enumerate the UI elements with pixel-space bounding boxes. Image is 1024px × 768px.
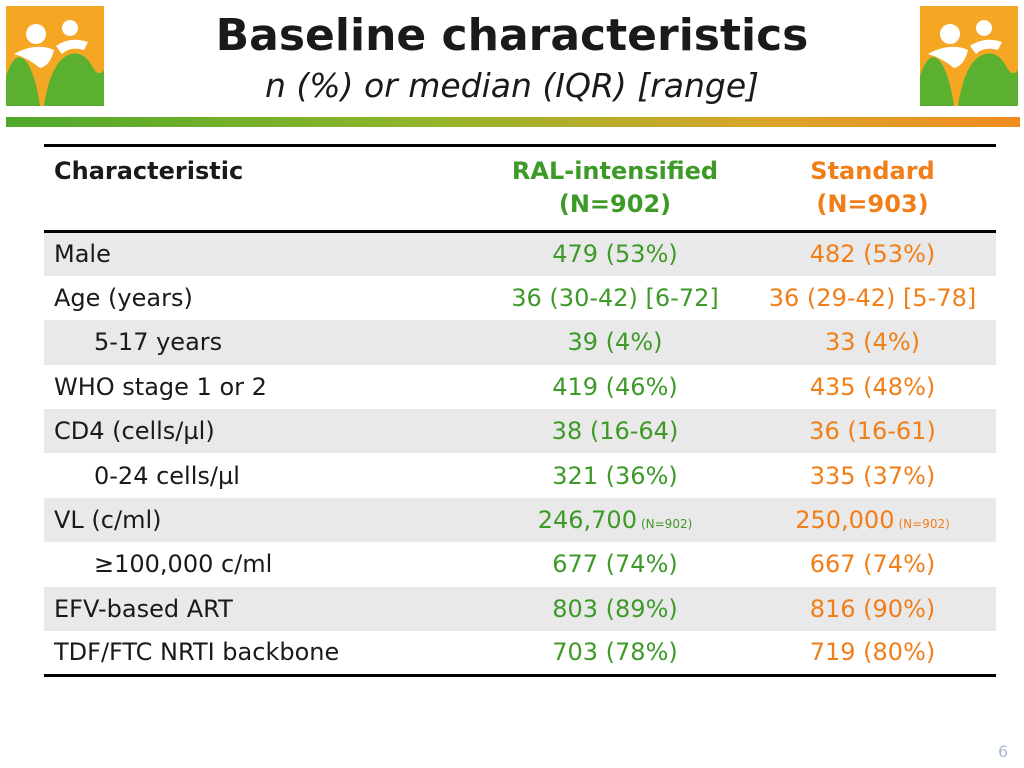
ral-value: 246,700 <box>537 506 637 535</box>
standard-value: 719 (80%) <box>809 638 936 667</box>
row-label: EFV-based ART <box>54 594 233 623</box>
header-standard-label: Standard <box>810 157 935 185</box>
table-row: ≥100,000 c/ml 677 (74%) 667 (74%) <box>44 542 996 586</box>
standard-value: 250,000 <box>795 506 895 535</box>
ral-value: 803 (89%) <box>552 594 678 623</box>
table-row: 0-24 cells/µl 321 (36%) 335 (37%) <box>44 453 996 497</box>
ral-value: 36 (30-42) [6-72] <box>511 284 719 313</box>
table-row: VL (c/ml) 246,700 (N=902) 250,000 (N=902) <box>44 497 996 543</box>
row-label: TDF/FTC NRTI backbone <box>54 638 340 667</box>
table-row: Male 479 (53%) 482 (53%) <box>44 231 996 276</box>
header-standard: Standard (N=903) <box>749 146 996 232</box>
row-label: 5-17 years <box>94 328 223 357</box>
row-label: CD4 (cells/µl) <box>54 417 215 446</box>
page-subtitle: n (%) or median (IQR) [range] <box>264 66 760 105</box>
standard-value: 482 (53%) <box>809 240 936 269</box>
table-row: TDF/FTC NRTI backbone 703 (78%) 719 (80%… <box>44 631 996 676</box>
standard-value: 667 (74%) <box>809 550 936 579</box>
logo-right <box>920 6 1018 106</box>
ral-value: 479 (53%) <box>552 240 678 269</box>
header-standard-n: (N=903) <box>816 190 929 218</box>
ral-value: 39 (4%) <box>567 328 663 357</box>
family-logo-icon <box>920 6 1018 106</box>
logo-left <box>6 6 104 106</box>
ral-value: 419 (46%) <box>552 372 678 401</box>
table-row: CD4 (cells/µl) 38 (16-64) 36 (16-61) <box>44 409 996 454</box>
header-characteristic: Characteristic <box>54 157 244 185</box>
standard-value: 435 (48%) <box>809 372 936 401</box>
ral-value-note: (N=902) <box>640 517 693 532</box>
ral-value: 38 (16-64) <box>551 417 679 446</box>
header-ral-n: (N=902) <box>558 190 672 218</box>
standard-value: 36 (29-42) [5-78] <box>768 284 977 313</box>
row-label: 0-24 cells/µl <box>94 461 240 490</box>
table-header-row: Characteristic RAL-intensified (N=902) S… <box>44 145 996 232</box>
family-logo-icon <box>6 6 104 106</box>
table-row: WHO stage 1 or 2 419 (46%) 435 (48%) <box>44 365 996 409</box>
table-row: Age (years) 36 (30-42) [6-72] 36 (29-42)… <box>44 276 996 320</box>
standard-value: 33 (4%) <box>825 328 920 357</box>
ral-value: 677 (74%) <box>552 550 678 579</box>
row-label: ≥100,000 c/ml <box>94 550 273 579</box>
row-label: WHO stage 1 or 2 <box>54 372 267 401</box>
ral-value-cell: 246,700 (N=902) <box>481 498 749 542</box>
standard-value: 335 (37%) <box>809 461 936 490</box>
page-title: Baseline characteristics <box>215 10 809 61</box>
page-number: 6 <box>998 742 1009 761</box>
row-label: VL (c/ml) <box>54 506 162 535</box>
header-ral-label: RAL-intensified <box>511 157 719 185</box>
standard-value: 816 (90%) <box>809 594 936 623</box>
ral-value: 703 (78%) <box>552 638 678 667</box>
standard-value-note: (N=902) <box>898 517 950 532</box>
baseline-characteristics-table: Characteristic RAL-intensified (N=902) S… <box>44 144 996 677</box>
table-row: EFV-based ART 803 (89%) 816 (90%) <box>44 586 996 632</box>
standard-value-cell: 250,000 (N=902) <box>749 498 996 542</box>
header-ral-intensified: RAL-intensified (N=902) <box>481 146 749 232</box>
row-label: Age (years) <box>54 284 193 313</box>
table-row: 5-17 years 39 (4%) 33 (4%) <box>44 320 996 365</box>
ral-value: 321 (36%) <box>552 461 678 490</box>
row-label: Male <box>54 240 111 269</box>
header-divider-bar <box>6 117 1020 127</box>
standard-value: 36 (16-61) <box>809 417 936 446</box>
